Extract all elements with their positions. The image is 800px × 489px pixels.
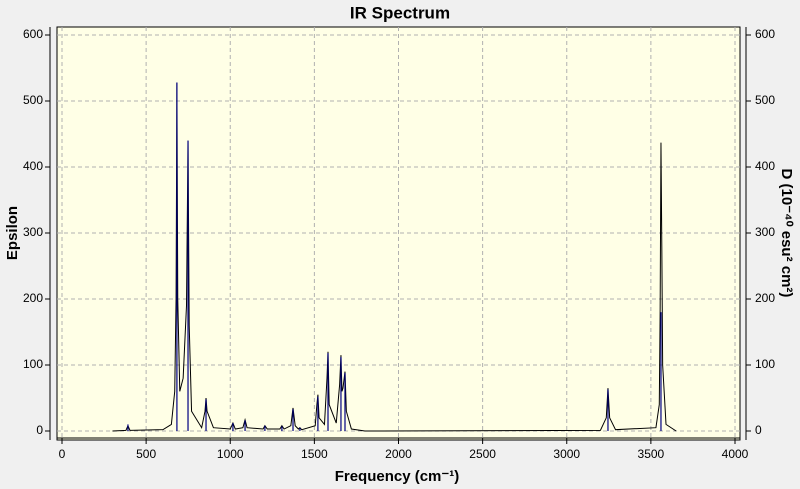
x-tick-label: 4000	[722, 447, 749, 461]
spectrum-line	[112, 82, 677, 432]
x-tick-label: 2000	[385, 447, 412, 461]
x-tick-label: 1500	[301, 447, 328, 461]
y2-tick-label: 0	[755, 423, 762, 437]
x-tick-label: 2500	[469, 447, 496, 461]
y-tick-label: 100	[23, 357, 43, 371]
y2-tick-label: 500	[755, 93, 775, 107]
x-tick-label: 3500	[638, 447, 665, 461]
y2-tick-label: 200	[755, 291, 775, 305]
y-tick-label: 600	[23, 27, 43, 41]
y-tick-label: 400	[23, 159, 43, 173]
chart-title: IR Spectrum	[350, 3, 450, 22]
y-tick-label: 300	[23, 225, 43, 239]
y-axis-label: Epsilon	[4, 206, 21, 260]
x-tick-label: 0	[59, 447, 66, 461]
y2-tick-label: 300	[755, 225, 775, 239]
x-axis-label: Frequency (cm⁻¹)	[335, 468, 460, 485]
y2-tick-label: 100	[755, 357, 775, 371]
y-tick-label: 200	[23, 291, 43, 305]
y-tick-label: 0	[36, 423, 43, 437]
y-tick-label: 500	[23, 93, 43, 107]
x-tick-label: 3000	[553, 447, 580, 461]
x-tick-label: 500	[136, 447, 156, 461]
y2-tick-label: 400	[755, 159, 775, 173]
y2-tick-label: 600	[755, 27, 775, 41]
y2-axis-label: D (10⁻⁴⁰ esu² cm²)	[778, 169, 795, 298]
x-tick-label: 1000	[217, 447, 244, 461]
